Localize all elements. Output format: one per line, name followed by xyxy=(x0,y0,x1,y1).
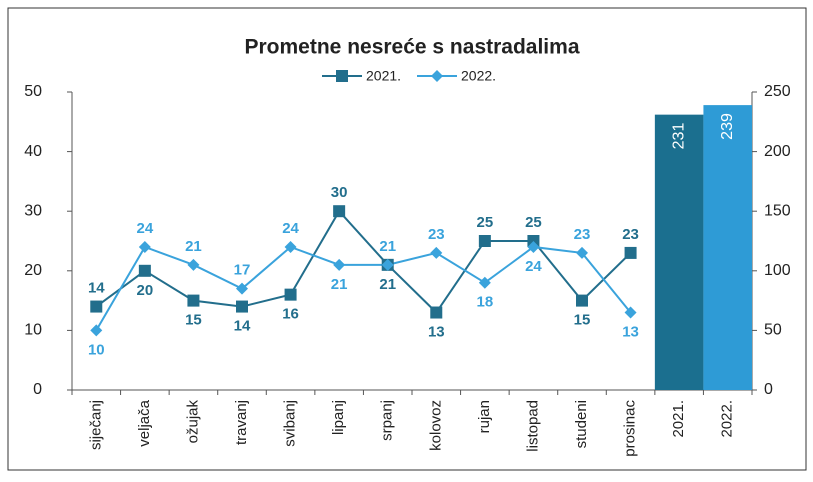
marker xyxy=(430,306,443,319)
bar-label: 239 xyxy=(719,113,736,140)
marker xyxy=(431,70,443,82)
data-label: 23 xyxy=(574,226,591,243)
data-label: 20 xyxy=(137,282,154,299)
y2-tick-label: 150 xyxy=(764,202,791,219)
y2-tick-label: 100 xyxy=(764,262,791,279)
marker xyxy=(478,276,491,289)
data-label: 13 xyxy=(428,323,445,340)
marker xyxy=(527,240,540,253)
x-tick-label: veljača xyxy=(136,399,153,446)
x-tick-label: lipanj xyxy=(330,400,347,435)
bar xyxy=(703,105,752,390)
x-tick-label: svibanj xyxy=(282,400,299,447)
data-label: 25 xyxy=(525,214,542,231)
y-tick-label: 0 xyxy=(33,381,42,398)
data-label: 10 xyxy=(88,341,105,358)
data-label: 16 xyxy=(282,306,299,323)
marker xyxy=(576,246,588,259)
marker xyxy=(624,306,637,319)
y2-tick-label: 200 xyxy=(764,143,791,160)
y-tick-label: 50 xyxy=(24,83,42,100)
marker xyxy=(187,294,200,307)
x-tick-label: srpanj xyxy=(379,400,396,441)
frame xyxy=(7,7,807,471)
x-tick-label: 2022. xyxy=(719,400,736,438)
data-label: 21 xyxy=(379,276,396,293)
marker xyxy=(90,300,103,313)
marker xyxy=(284,288,297,301)
data-label: 23 xyxy=(428,226,445,243)
x-tick-label: studeni xyxy=(573,400,590,448)
data-label: 21 xyxy=(379,238,396,255)
marker xyxy=(478,235,491,247)
data-label: 18 xyxy=(477,294,494,311)
x-tick-label: travanj xyxy=(233,400,250,445)
marker xyxy=(236,300,248,313)
marker xyxy=(90,324,103,337)
x-tick-label: siječanj xyxy=(87,400,104,450)
chart-title: Prometne nesreće s nastradalima xyxy=(245,36,580,59)
data-label: 21 xyxy=(185,238,202,255)
data-label: 15 xyxy=(185,312,202,329)
data-label: 14 xyxy=(234,318,251,335)
data-label: 17 xyxy=(234,262,251,279)
marker xyxy=(430,246,443,259)
y-tick-label: 20 xyxy=(24,262,42,279)
legend-label: 2021. xyxy=(366,68,401,84)
y-tick-label: 30 xyxy=(24,202,42,219)
marker xyxy=(236,282,248,295)
marker xyxy=(138,240,151,253)
data-label: 25 xyxy=(477,214,494,231)
bar xyxy=(654,114,704,390)
marker xyxy=(333,258,346,271)
y2-tick-label: 250 xyxy=(764,83,791,100)
x-tick-label: prosinac xyxy=(622,400,639,457)
y2-tick-label: 50 xyxy=(764,322,782,339)
x-tick-label: kolovoz xyxy=(427,400,444,451)
y2-tick-label: 0 xyxy=(764,381,773,398)
marker xyxy=(138,264,151,277)
data-label: 24 xyxy=(282,220,299,237)
marker xyxy=(624,246,637,259)
data-label: 24 xyxy=(137,220,154,237)
marker xyxy=(336,70,348,82)
marker xyxy=(187,258,200,271)
data-label: 30 xyxy=(331,184,348,201)
y-tick-label: 40 xyxy=(24,143,42,160)
line xyxy=(95,209,632,315)
bar-label: 231 xyxy=(670,123,687,150)
x-tick-label: 2021. xyxy=(670,400,687,438)
data-label: 14 xyxy=(88,280,105,297)
data-label: 24 xyxy=(525,258,542,275)
data-label: 13 xyxy=(622,323,639,340)
marker xyxy=(381,258,394,271)
legend-label: 2022. xyxy=(461,68,496,84)
marker xyxy=(576,294,588,307)
data-label: 21 xyxy=(331,276,348,293)
x-tick-label: listopad xyxy=(524,400,541,452)
x-tick-label: rujan xyxy=(476,400,493,433)
data-label: 23 xyxy=(622,226,639,243)
data-label: 15 xyxy=(574,312,591,329)
y-tick-label: 10 xyxy=(24,322,42,339)
marker xyxy=(284,240,297,253)
x-tick-label: ožujak xyxy=(184,400,201,444)
line xyxy=(95,245,632,331)
marker xyxy=(333,205,346,218)
